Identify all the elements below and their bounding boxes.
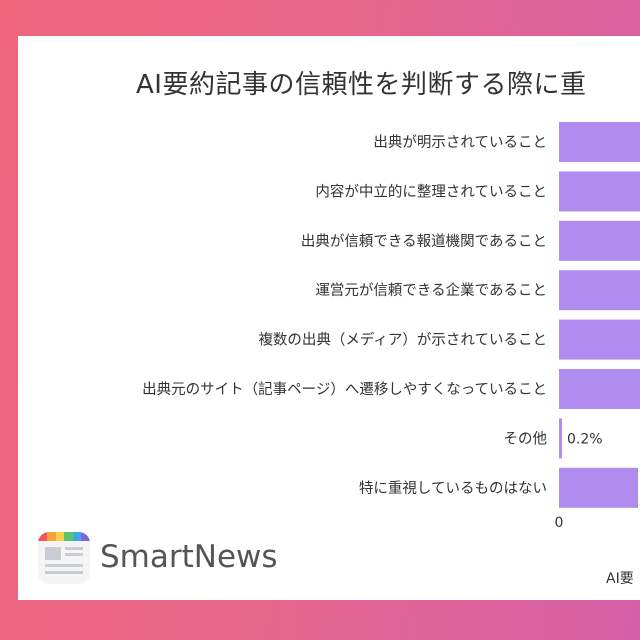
value-label: 0.2% [567, 431, 603, 447]
category-label: 運営元が信頼できる企業であること [315, 281, 547, 299]
category-label: 出典が明示されていること [373, 134, 547, 151]
x-tick-label: 0 [555, 515, 564, 531]
bar [559, 270, 640, 311]
category-label: その他 [504, 430, 548, 447]
category-label: 出典が信頼できる報道機関であること [301, 233, 547, 250]
footnote-text: AI要 [606, 571, 634, 587]
category-label: 複数の出典（メディア）が示されていること [258, 331, 547, 349]
category-label: 出典元のサイト（記事ページ）へ遷移しやすくなっていること [142, 381, 547, 398]
chart-title: AI要約記事の信頼性を判断する際に重 [136, 70, 587, 100]
category-label: 特に重視しているものはない [359, 480, 547, 497]
bar-chart: 出典が明示されていること内容が中立的に整理されていること出典が信頼できる報道機関… [142, 122, 640, 531]
bar [559, 171, 640, 212]
bar [559, 467, 638, 508]
brand-name: SmartNews [100, 539, 278, 575]
smartnews-logo-icon [38, 532, 90, 584]
bar [559, 122, 640, 162]
category-label: 内容が中立的に整理されていること [315, 183, 547, 200]
bar [559, 319, 640, 360]
bar [559, 220, 640, 261]
bar [559, 369, 640, 409]
bar [559, 418, 562, 459]
chart-card: AI要約記事の信頼性を判断する際に重 出典が明示されていること内容が中立的に整理… [18, 36, 640, 600]
